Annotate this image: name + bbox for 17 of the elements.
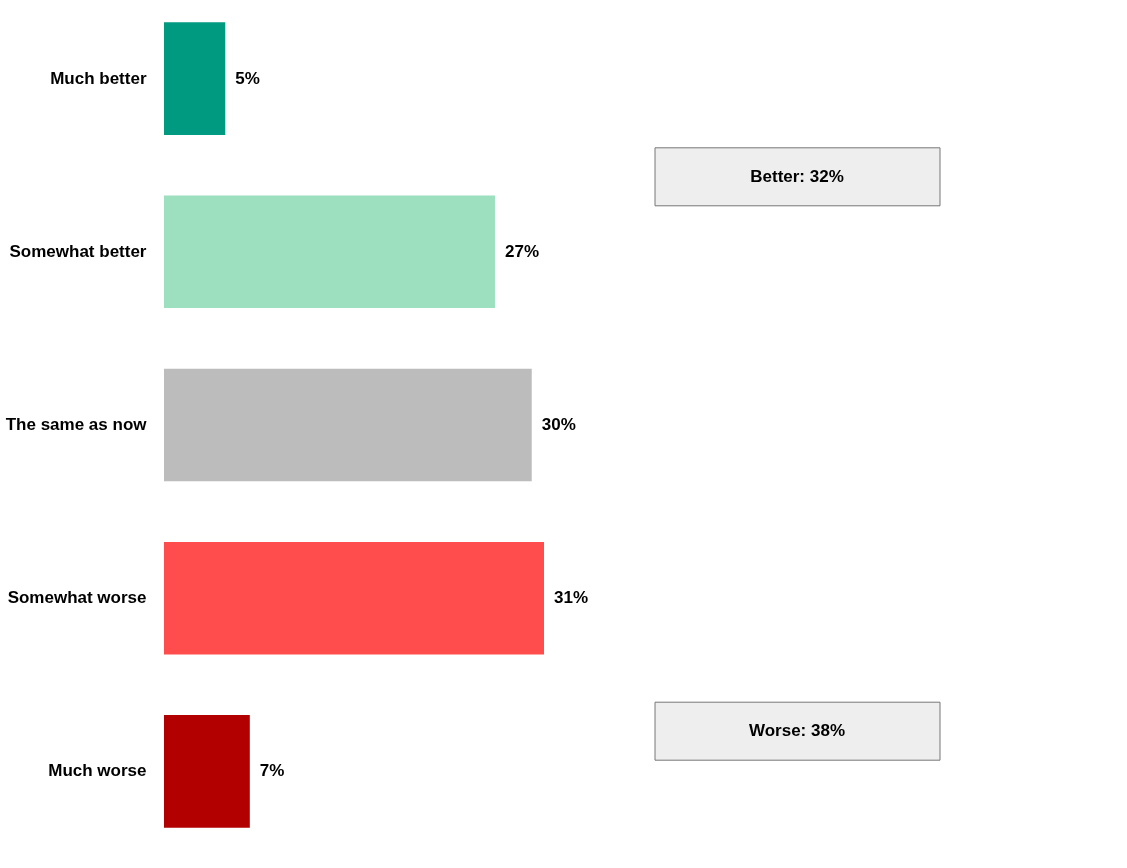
y-tick-label: Much worse	[48, 761, 147, 781]
data-label: 7%	[259, 761, 285, 781]
bar	[164, 22, 226, 135]
data-label: 30%	[541, 415, 576, 434]
bar	[164, 368, 532, 482]
bar	[164, 715, 250, 828]
y-tick-label: Somewhat worse	[7, 588, 147, 608]
data-label: 5%	[235, 68, 260, 88]
y-tick-label: The same as now	[5, 415, 148, 434]
text: Better: 32%	[750, 166, 844, 186]
y-tick-label: Much better	[50, 68, 147, 88]
text: Worse: 38%	[748, 721, 846, 741]
data-label: 27%	[504, 241, 539, 261]
bar	[164, 195, 495, 309]
bar	[164, 541, 544, 655]
data-label: 31%	[554, 588, 589, 608]
y-tick-label: Somewhat better	[9, 241, 147, 261]
